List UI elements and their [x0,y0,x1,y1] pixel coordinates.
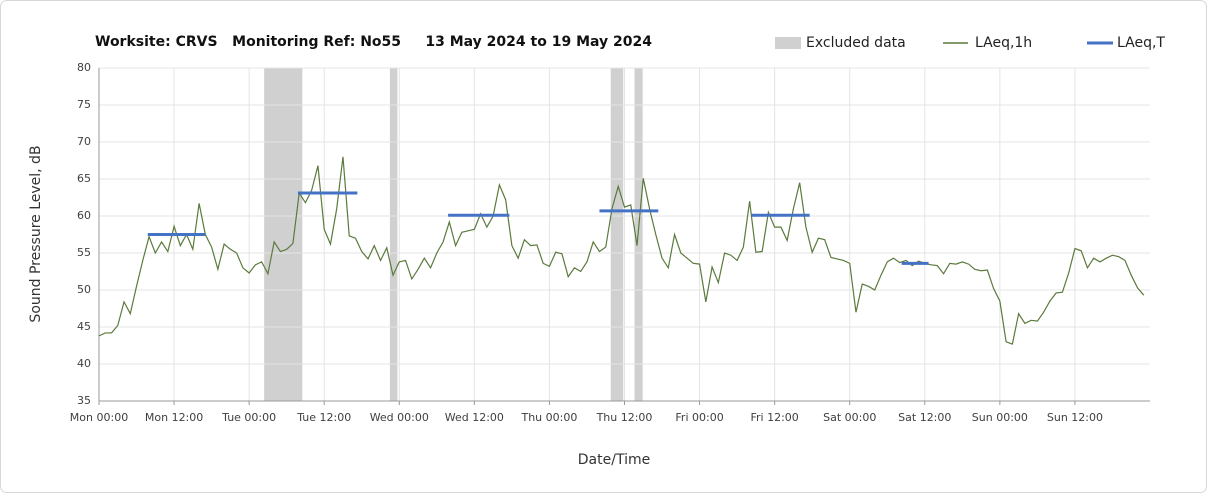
x-tick-label: Sat 12:00 [898,411,951,424]
y-tick-label: 65 [77,172,91,185]
chart-title: Worksite: CRVS Monitoring Ref: No55 13 M… [95,34,652,50]
x-tick-label: Wed 12:00 [445,411,504,424]
y-tick-label: 60 [77,209,91,222]
x-tick-label: Wed 00:00 [370,411,429,424]
x-tick-label: Fri 12:00 [750,411,798,424]
y-tick-label: 55 [77,246,91,259]
excluded-band [610,68,624,401]
y-tick-label: 50 [77,283,91,296]
y-tick-label: 80 [77,61,91,74]
x-axis-label: Date/Time [578,452,650,468]
x-tick-label: Sat 00:00 [823,411,876,424]
legend-label: Excluded data [806,35,906,51]
legend-label: LAeq,T [1117,35,1165,51]
y-axis-label: Sound Pressure Level, dB [28,145,44,322]
series-line [98,156,1145,345]
x-tick-label: Sun 00:00 [972,411,1028,424]
x-tick-label: Thu 12:00 [596,411,653,424]
x-tick-label: Mon 00:00 [70,411,128,424]
y-tick-label: 70 [77,135,91,148]
y-tick-label: 35 [77,394,91,407]
x-tick-label: Thu 00:00 [520,411,577,424]
x-tick-label: Tue 12:00 [296,411,351,424]
x-tick-label: Mon 12:00 [145,411,203,424]
legend-swatch [775,37,801,49]
y-tick-label: 40 [77,357,91,370]
x-tick-label: Tue 00:00 [221,411,276,424]
excluded-band [389,68,398,401]
y-tick-label: 45 [77,320,91,333]
y-tick-label: 75 [77,98,91,111]
x-tick-label: Fri 00:00 [675,411,723,424]
excluded-band [264,68,303,401]
legend-label: LAeq,1h [975,35,1032,51]
x-tick-label: Sun 12:00 [1047,411,1103,424]
